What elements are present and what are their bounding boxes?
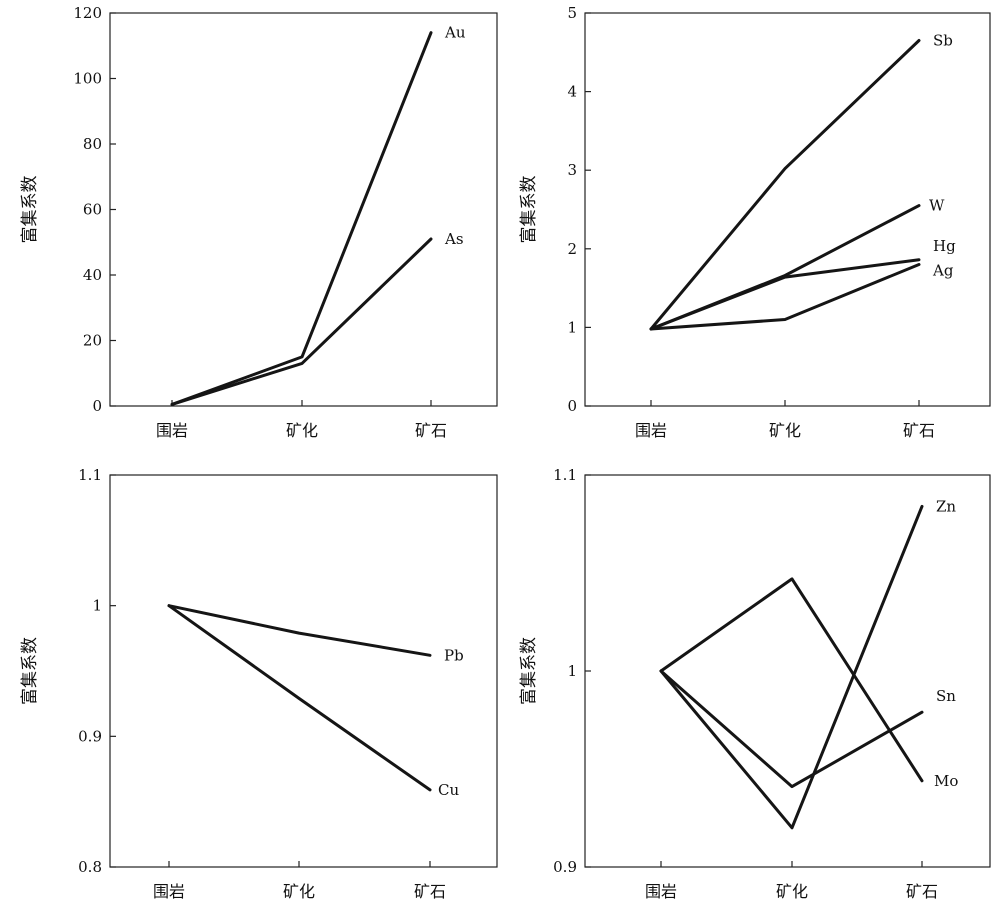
plot-frame <box>109 12 498 407</box>
x-tick-label: 围岩 <box>156 421 188 440</box>
series-line-as <box>170 237 433 406</box>
series-label-as: As <box>444 230 464 248</box>
series-label-hg: Hg <box>933 237 956 255</box>
x-tick-label: 矿化 <box>286 421 318 440</box>
y-tick-label: 3 <box>567 161 577 179</box>
series-label-zn: Zn <box>936 497 956 515</box>
plot-frame <box>109 474 498 868</box>
y-tick-label: 40 <box>83 266 102 284</box>
panel-zn-mo-sn: 0.9 1 1.1 围岩 矿化 矿石 富集系数 Zn Mo Sn <box>519 466 991 901</box>
series-line-sb <box>649 39 921 331</box>
x-tick-label: 矿化 <box>769 421 801 440</box>
series-line-cu <box>167 604 432 792</box>
y-tick-label: 1.1 <box>553 466 577 484</box>
y-tick-label: 1.1 <box>78 466 102 484</box>
y-tick-label: 20 <box>83 332 102 350</box>
y-tick-label: 5 <box>567 4 577 22</box>
series-line-mo <box>659 577 924 783</box>
y-tick-label: 2 <box>567 240 577 258</box>
series-label-w: W <box>929 197 945 215</box>
y-tick-label: 1 <box>567 662 577 680</box>
x-tick-label: 围岩 <box>153 882 185 901</box>
x-tick-label: 围岩 <box>635 421 667 440</box>
y-tick-label: 80 <box>83 135 102 153</box>
series-label-mo: Mo <box>934 772 958 790</box>
y-tick-label: 0 <box>567 397 577 415</box>
panel-sb-w-hg-ag: 0 1 2 3 4 5 围岩 矿化 矿石 富集系数 Sb W Hg Ag <box>519 4 991 440</box>
x-tick-label: 围岩 <box>645 882 677 901</box>
series-line-hg <box>649 258 921 331</box>
series-label-sn: Sn <box>936 687 956 705</box>
series-line-pb <box>167 604 432 657</box>
series-line-au <box>170 31 433 406</box>
y-axis-label: 富集系数 <box>20 637 40 705</box>
x-tick-label: 矿石 <box>903 421 935 440</box>
series-line-zn <box>659 504 924 830</box>
y-tick-label: 1 <box>92 597 102 615</box>
x-tick-label: 矿石 <box>415 421 447 440</box>
x-tick-label: 矿化 <box>776 882 808 901</box>
y-tick-label: 60 <box>83 201 102 219</box>
y-tick-label: 0.9 <box>553 858 577 876</box>
series-label-ag: Ag <box>932 262 954 280</box>
plot-frame <box>584 12 991 407</box>
y-tick-label: 0.9 <box>78 727 102 745</box>
series-line-ag <box>649 263 921 331</box>
y-tick-label: 120 <box>73 4 102 22</box>
series-label-cu: Cu <box>438 781 459 799</box>
x-tick-label: 矿化 <box>283 882 315 901</box>
y-tick-label: 1 <box>567 318 577 336</box>
series-label-au: Au <box>444 24 466 42</box>
series-label-sb: Sb <box>933 32 953 50</box>
panel-pb-cu: 0.8 0.9 1 1.1 围岩 矿化 矿石 富集系数 Pb Cu <box>20 466 498 901</box>
series-line-sn <box>659 669 924 789</box>
series-label-pb: Pb <box>444 646 464 664</box>
y-tick-label: 0 <box>92 397 102 415</box>
x-tick-label: 矿石 <box>414 882 446 901</box>
x-tick-label: 矿石 <box>906 882 938 901</box>
panel-au-as: 0 20 40 60 80 100 120 围岩 矿化 矿石 富集系数 Au As <box>20 4 498 440</box>
series-line-w <box>649 204 921 331</box>
y-tick-label: 4 <box>567 83 577 101</box>
y-axis-label: 富集系数 <box>519 637 539 705</box>
y-axis-label: 富集系数 <box>20 176 40 244</box>
y-axis-label: 富集系数 <box>519 176 539 244</box>
plot-frame <box>584 474 991 868</box>
y-tick-label: 100 <box>73 70 102 88</box>
y-tick-label: 0.8 <box>78 858 102 876</box>
